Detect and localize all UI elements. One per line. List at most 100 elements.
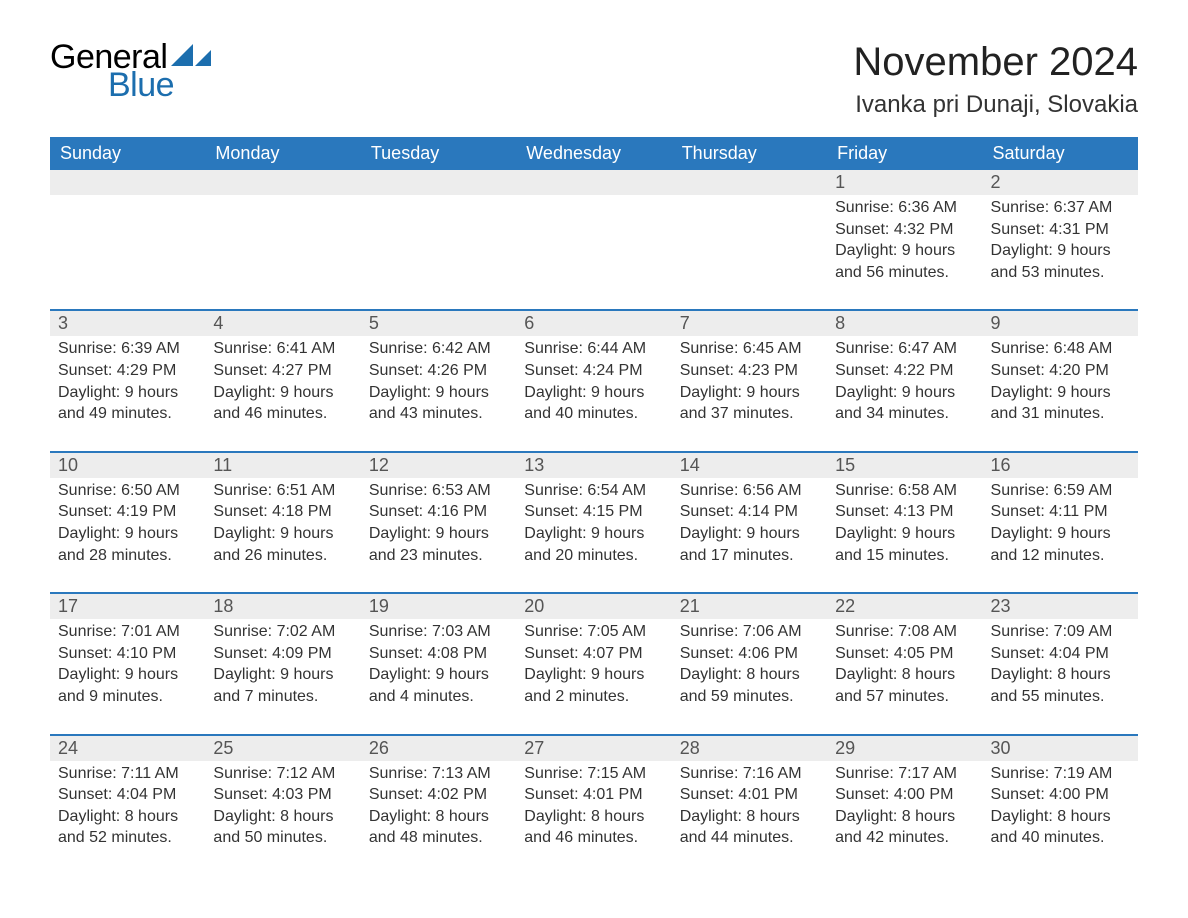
sunset-line: Sunset: 4:16 PM (369, 501, 508, 523)
daylight-line: Daylight: 8 hours and 52 minutes. (58, 806, 197, 849)
daylight-line: Daylight: 9 hours and 12 minutes. (991, 523, 1130, 566)
day-number: 19 (361, 593, 516, 619)
sunrise-line: Sunrise: 6:44 AM (524, 338, 663, 360)
sunrise-line: Sunrise: 7:01 AM (58, 621, 197, 643)
sunrise-line: Sunrise: 7:16 AM (680, 763, 819, 785)
sunset-line: Sunset: 4:11 PM (991, 501, 1130, 523)
sunrise-line: Sunrise: 6:47 AM (835, 338, 974, 360)
day-number: 5 (361, 310, 516, 336)
day-cell: Sunrise: 7:06 AMSunset: 4:06 PMDaylight:… (672, 619, 827, 734)
day-number (361, 170, 516, 195)
weekday-header: Wednesday (516, 137, 671, 170)
day-number: 29 (827, 735, 982, 761)
sunset-line: Sunset: 4:10 PM (58, 643, 197, 665)
day-cell: Sunrise: 6:53 AMSunset: 4:16 PMDaylight:… (361, 478, 516, 593)
day-cell (205, 195, 360, 310)
sunset-line: Sunset: 4:20 PM (991, 360, 1130, 382)
day-number (516, 170, 671, 195)
day-cell: Sunrise: 7:16 AMSunset: 4:01 PMDaylight:… (672, 761, 827, 875)
day-number (50, 170, 205, 195)
weekday-header: Thursday (672, 137, 827, 170)
sunrise-line: Sunrise: 6:54 AM (524, 480, 663, 502)
day-number: 12 (361, 452, 516, 478)
day-number: 14 (672, 452, 827, 478)
sunset-line: Sunset: 4:24 PM (524, 360, 663, 382)
daylight-line: Daylight: 9 hours and 15 minutes. (835, 523, 974, 566)
sunset-line: Sunset: 4:14 PM (680, 501, 819, 523)
day-number: 20 (516, 593, 671, 619)
week-body-row: Sunrise: 6:50 AMSunset: 4:19 PM Daylight:… (50, 478, 1138, 593)
daylight-line: Daylight: 9 hours and 20 minutes. (524, 523, 663, 566)
daylight-line: Daylight: 9 hours and 9 minutes. (58, 664, 197, 707)
day-number: 28 (672, 735, 827, 761)
day-number: 3 (50, 310, 205, 336)
day-cell: Sunrise: 7:08 AMSunset: 4:05 PMDaylight:… (827, 619, 982, 734)
day-number: 30 (983, 735, 1138, 761)
day-number (672, 170, 827, 195)
sunset-line: Sunset: 4:19 PM (58, 501, 197, 523)
week-number-row: 3456789 (50, 310, 1138, 336)
day-cell: Sunrise: 7:12 AMSunset: 4:03 PMDaylight:… (205, 761, 360, 875)
daylight-line: Daylight: 8 hours and 48 minutes. (369, 806, 508, 849)
day-cell: Sunrise: 7:11 AMSunset: 4:04 PMDaylight:… (50, 761, 205, 875)
day-number: 6 (516, 310, 671, 336)
calendar-table: SundayMondayTuesdayWednesdayThursdayFrid… (50, 137, 1138, 875)
day-number: 18 (205, 593, 360, 619)
day-cell: Sunrise: 7:19 AMSunset: 4:00 PMDaylight:… (983, 761, 1138, 875)
sunrise-line: Sunrise: 7:02 AM (213, 621, 352, 643)
sunrise-line: Sunrise: 6:56 AM (680, 480, 819, 502)
day-cell: Sunrise: 7:09 AMSunset: 4:04 PMDaylight:… (983, 619, 1138, 734)
day-cell: Sunrise: 7:13 AMSunset: 4:02 PMDaylight:… (361, 761, 516, 875)
day-cell (672, 195, 827, 310)
day-cell: Sunrise: 7:17 AMSunset: 4:00 PMDaylight:… (827, 761, 982, 875)
daylight-line: Daylight: 9 hours and 31 minutes. (991, 382, 1130, 425)
sunset-line: Sunset: 4:06 PM (680, 643, 819, 665)
sunrise-line: Sunrise: 6:42 AM (369, 338, 508, 360)
sunrise-line: Sunrise: 7:03 AM (369, 621, 508, 643)
daylight-line: Daylight: 8 hours and 46 minutes. (524, 806, 663, 849)
day-cell: Sunrise: 7:03 AMSunset: 4:08 PMDaylight:… (361, 619, 516, 734)
sunset-line: Sunset: 4:07 PM (524, 643, 663, 665)
day-number: 27 (516, 735, 671, 761)
sunset-line: Sunset: 4:00 PM (991, 784, 1130, 806)
header: General Blue November 2024 Ivanka pri Du… (50, 40, 1138, 119)
weekday-header: Saturday (983, 137, 1138, 170)
daylight-line: Daylight: 9 hours and 46 minutes. (213, 382, 352, 425)
sunrise-line: Sunrise: 7:08 AM (835, 621, 974, 643)
sunset-line: Sunset: 4:23 PM (680, 360, 819, 382)
day-cell (50, 195, 205, 310)
weekday-header: Friday (827, 137, 982, 170)
day-cell: Sunrise: 7:01 AMSunset: 4:10 PMDaylight:… (50, 619, 205, 734)
week-body-row: Sunrise: 7:11 AMSunset: 4:04 PMDaylight:… (50, 761, 1138, 875)
sunrise-line: Sunrise: 6:51 AM (213, 480, 352, 502)
sunset-line: Sunset: 4:09 PM (213, 643, 352, 665)
weekday-header: Tuesday (361, 137, 516, 170)
sunrise-line: Sunrise: 6:48 AM (991, 338, 1130, 360)
week-number-row: 17181920212223 (50, 593, 1138, 619)
day-cell: Sunrise: 6:51 AMSunset: 4:18 PMDaylight:… (205, 478, 360, 593)
daylight-line: Daylight: 8 hours and 55 minutes. (991, 664, 1130, 707)
weekday-header: Sunday (50, 137, 205, 170)
day-number: 4 (205, 310, 360, 336)
sunrise-line: Sunrise: 6:39 AM (58, 338, 197, 360)
day-number: 2 (983, 170, 1138, 195)
daylight-line: Daylight: 8 hours and 40 minutes. (991, 806, 1130, 849)
week-body-row: Sunrise: 6:36 AMSunset: 4:32 PMDaylight:… (50, 195, 1138, 310)
sunrise-line: Sunrise: 7:15 AM (524, 763, 663, 785)
sunrise-line: Sunrise: 7:13 AM (369, 763, 508, 785)
daylight-line: Daylight: 8 hours and 42 minutes. (835, 806, 974, 849)
day-number: 10 (50, 452, 205, 478)
daylight-line: Daylight: 8 hours and 57 minutes. (835, 664, 974, 707)
week-body-row: Sunrise: 7:01 AMSunset: 4:10 PMDaylight:… (50, 619, 1138, 734)
day-cell: Sunrise: 6:47 AMSunset: 4:22 PMDaylight:… (827, 336, 982, 451)
month-title: November 2024 (853, 40, 1138, 85)
week-number-row: 10111213141516 (50, 452, 1138, 478)
day-cell: Sunrise: 6:56 AMSunset: 4:14 PMDaylight:… (672, 478, 827, 593)
location-label: Ivanka pri Dunaji, Slovakia (853, 91, 1138, 119)
sunrise-line: Sunrise: 6:50 AM (58, 480, 197, 502)
day-number: 7 (672, 310, 827, 336)
day-number: 23 (983, 593, 1138, 619)
day-number: 8 (827, 310, 982, 336)
day-cell: Sunrise: 6:45 AMSunset: 4:23 PMDaylight:… (672, 336, 827, 451)
day-number: 25 (205, 735, 360, 761)
